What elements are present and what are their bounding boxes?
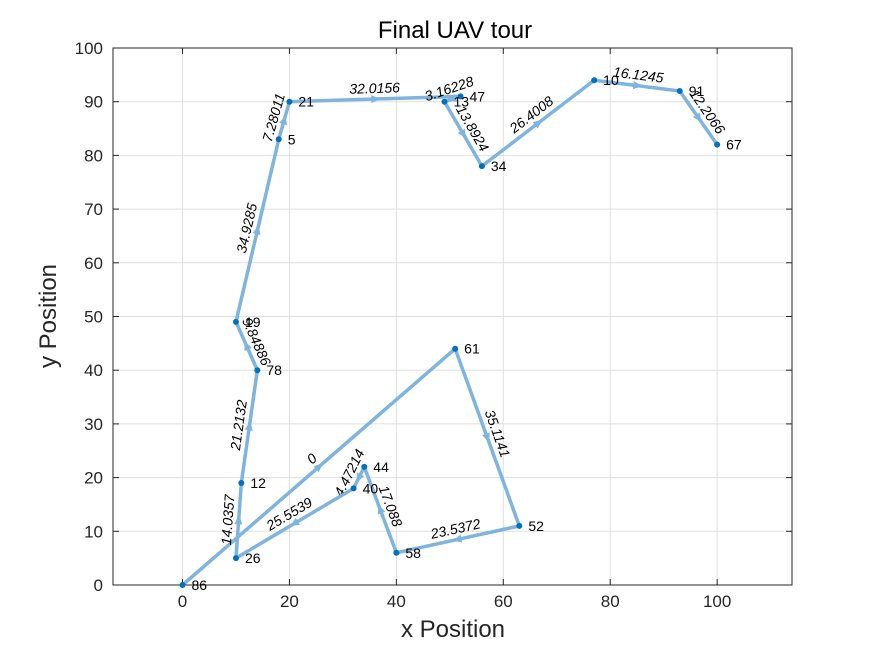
y-tick-label: 90: [84, 93, 103, 112]
edge-arrow: [632, 81, 643, 90]
node-label: 26: [245, 550, 261, 566]
node-marker: [232, 555, 239, 562]
edge-arrow: [290, 517, 300, 527]
y-tick-label: 0: [94, 576, 103, 595]
edge-arrow: [371, 95, 381, 104]
edge-arrow: [252, 225, 261, 236]
node-label: 58: [405, 545, 421, 561]
edge-arrow: [244, 341, 252, 351]
node-label: 19: [245, 314, 261, 330]
node-label: 13: [453, 94, 469, 110]
y-tick-label: 40: [84, 361, 103, 380]
edge-arrow: [693, 112, 702, 123]
node-marker: [591, 77, 598, 84]
edge-distance-label: 21.2132: [227, 399, 250, 453]
y-tick-label: 50: [84, 308, 103, 327]
grid: [113, 47, 792, 586]
node-marker: [275, 136, 282, 143]
node-marker: [457, 93, 464, 100]
node-marker: [393, 549, 400, 556]
x-tick-label: 60: [494, 592, 513, 611]
x-tick-label: 0: [178, 592, 187, 611]
node-marker: [232, 318, 239, 325]
node-marker: [478, 163, 485, 170]
node-label: 34: [491, 158, 507, 174]
edge-distance-label: 16.1245: [612, 64, 664, 86]
node-marker: [350, 485, 357, 492]
y-tick-label: 100: [75, 39, 103, 58]
edge-distance-label: 32.0156: [349, 79, 400, 97]
edge-arrow: [447, 94, 458, 102]
y-tick-label: 20: [84, 469, 103, 488]
y-tick-label: 60: [84, 254, 103, 273]
node-marker: [714, 141, 721, 148]
node-label: 52: [528, 518, 544, 534]
y-tick-label: 80: [84, 146, 103, 165]
node-label: 67: [726, 137, 742, 153]
x-tick-label: 40: [387, 592, 406, 611]
node-marker: [441, 98, 448, 105]
edge-arrow: [234, 515, 243, 525]
node-label: 47: [470, 88, 486, 104]
edge-arrow: [452, 534, 463, 543]
y-tick-label: 70: [84, 200, 103, 219]
x-tick-label: 80: [601, 592, 620, 611]
chart-title: Final UAV tour: [378, 17, 532, 44]
y-tick-label: 30: [84, 415, 103, 434]
node-marker: [238, 479, 245, 486]
edge-arrow: [457, 128, 466, 139]
node-label: 5: [288, 131, 296, 147]
node-label: 44: [373, 459, 389, 475]
y-tick-label: 10: [84, 522, 103, 541]
node-label: 86: [192, 577, 208, 593]
node-marker: [286, 98, 293, 105]
edge-arrow: [482, 432, 490, 443]
edge-arrow: [532, 119, 543, 129]
x-tick-label: 100: [703, 592, 731, 611]
edge-arrow: [279, 115, 287, 126]
node-label: 61: [464, 341, 480, 357]
node-marker: [676, 87, 683, 94]
edge-arrow: [377, 504, 386, 515]
node-label: 10: [603, 72, 619, 88]
node-marker: [254, 367, 261, 374]
node-marker: [516, 522, 523, 529]
edge-arrow: [244, 421, 253, 431]
axis-ticks: 0 20 40 60 80 100 0 10 20 30 40 50 60 70 80 90 100: [75, 39, 792, 611]
edge-distance-label: 14.0357: [218, 493, 238, 546]
node-marker: [361, 463, 368, 470]
node-label: 12: [250, 475, 266, 491]
node-marker: [179, 582, 186, 588]
edge-arrow: [356, 472, 365, 483]
x-axis-label: x Position: [401, 616, 505, 643]
node-label: 21: [298, 94, 314, 110]
node-label: 78: [266, 362, 282, 378]
node-label: 40: [363, 480, 379, 496]
node-marker: [452, 345, 459, 352]
x-tick-label: 20: [280, 592, 299, 611]
y-axis-label: y Position: [35, 264, 62, 368]
node-label: 91: [689, 83, 705, 99]
edge-arrow: [313, 463, 323, 473]
